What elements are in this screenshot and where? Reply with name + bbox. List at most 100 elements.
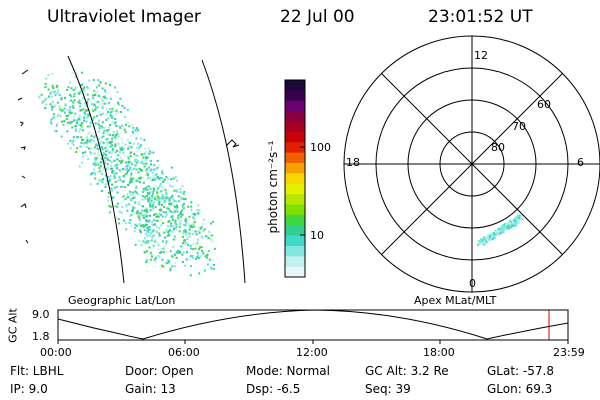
emission-pixel (140, 144, 143, 147)
emission-pixel (199, 227, 202, 230)
emission-pixel (135, 137, 138, 140)
emission-pixel (145, 151, 148, 154)
emission-pixel (150, 253, 153, 256)
emission-pixel (129, 219, 132, 222)
emission-pixel (172, 238, 175, 241)
colorbar-segment (285, 183, 305, 195)
emission-pixel (203, 269, 206, 272)
emission-pixel (112, 136, 114, 139)
emission-pixel (103, 102, 106, 105)
emission-pixel (105, 168, 108, 171)
emission-pixel (114, 118, 117, 120)
instrument-title: Ultraviolet Imager (47, 7, 201, 27)
emission-pixel (126, 164, 129, 167)
emission-pixel (73, 119, 75, 122)
emission-pixel (105, 102, 108, 105)
emission-pixel (170, 222, 172, 225)
emission-pixel (94, 161, 96, 164)
emission-pixel (167, 178, 170, 181)
polar-emission-pixel (505, 224, 507, 227)
emission-pixel (42, 100, 45, 103)
emission-pixel (101, 168, 104, 171)
emission-pixel (56, 101, 59, 104)
emission-pixel (69, 119, 72, 122)
emission-pixel (60, 98, 63, 101)
mlt-label-12: 12 (474, 49, 488, 62)
emission-pixel (157, 214, 159, 217)
emission-pixel (84, 102, 87, 105)
emission-pixel (115, 163, 118, 166)
emission-pixel (117, 135, 120, 138)
emission-pixel (172, 197, 175, 200)
emission-pixel (110, 187, 113, 190)
emission-pixel (153, 219, 156, 222)
emission-pixel (130, 192, 133, 195)
emission-pixel (161, 193, 164, 196)
emission-pixel (183, 198, 186, 201)
emission-pixel (108, 141, 111, 144)
emission-pixel (62, 123, 65, 126)
emission-pixel (81, 139, 83, 141)
emission-pixel (189, 244, 192, 247)
observation-date: 22 Jul 00 (280, 7, 355, 27)
emission-pixel (150, 190, 153, 193)
emission-pixel (98, 127, 101, 130)
emission-pixel (86, 136, 89, 139)
emission-pixel (104, 156, 107, 159)
emission-pixel (180, 209, 183, 212)
polar-emission-pixel (484, 236, 487, 239)
emission-pixel (97, 137, 100, 140)
mode-value: Mode: Normal (246, 364, 330, 378)
emission-pixel (156, 203, 159, 205)
emission-pixel (184, 218, 187, 221)
emission-pixel (171, 255, 173, 258)
emission-pixel (86, 142, 89, 145)
emission-pixel (184, 241, 187, 244)
emission-pixel (150, 232, 152, 235)
emission-pixel (170, 225, 173, 228)
emission-pixel (146, 227, 149, 229)
polar-emission-pixels (477, 214, 524, 246)
emission-pixel (157, 187, 160, 190)
emission-pixel (110, 110, 113, 113)
emission-pixel (130, 146, 133, 149)
emission-pixel (190, 205, 193, 208)
polar-emission-pixel (495, 232, 498, 235)
emission-pixel (134, 160, 137, 163)
emission-pixel (125, 205, 128, 208)
emission-pixel (196, 238, 199, 241)
emission-pixel (171, 265, 174, 268)
polar-emission-pixel (510, 224, 513, 227)
emission-pixel (110, 153, 113, 156)
polar-emission-pixel (478, 242, 481, 245)
emission-pixel (200, 246, 203, 249)
emission-pixel (206, 235, 209, 238)
emission-pixel (112, 169, 115, 172)
emission-pixel (79, 124, 82, 127)
emission-pixel (135, 164, 138, 167)
emission-pixel (149, 209, 152, 212)
emission-pixel (138, 201, 141, 204)
emission-pixel (105, 144, 108, 147)
emission-pixel (202, 230, 205, 232)
emission-pixel (142, 226, 145, 228)
colorbar-segment (285, 225, 305, 237)
emission-pixel (213, 247, 216, 250)
polar-emission-pixel (486, 235, 489, 238)
emission-pixel (80, 109, 83, 111)
emission-pixel (176, 190, 179, 193)
emission-pixel (107, 128, 110, 131)
emission-pixel (162, 180, 165, 183)
emission-pixel (93, 103, 96, 106)
emission-pixel (182, 192, 185, 195)
emission-pixel (131, 178, 134, 181)
emission-pixel (167, 197, 170, 200)
emission-pixel (98, 128, 101, 131)
emission-pixel (95, 86, 98, 89)
emission-pixel (107, 176, 110, 179)
emission-pixel (154, 196, 157, 199)
emission-pixel (131, 208, 134, 211)
emission-pixel (184, 224, 187, 227)
emission-pixel (167, 231, 170, 233)
emission-pixel (77, 124, 80, 127)
